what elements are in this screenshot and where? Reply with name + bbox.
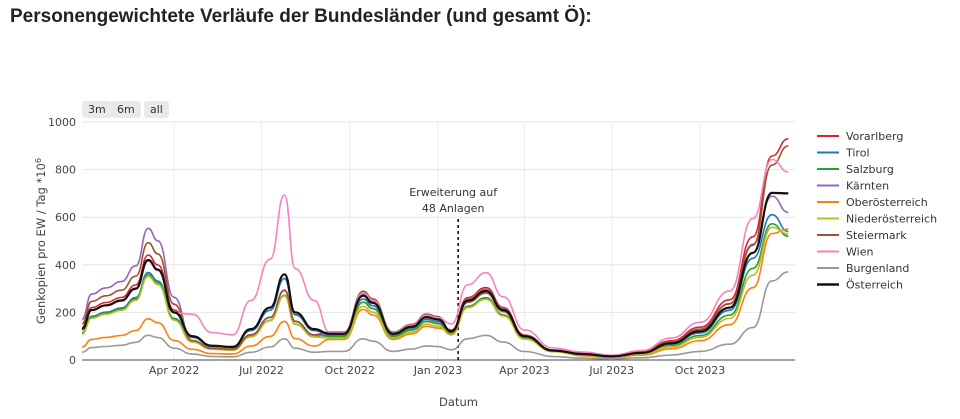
y-tick-label: 0: [69, 354, 76, 367]
legend-label: Tirol: [845, 147, 870, 160]
series-line-steiermark: [81, 145, 789, 357]
legend-label: Burgenland: [846, 262, 909, 275]
series-lines: [81, 137, 789, 360]
legend-label: Salzburg: [846, 163, 894, 176]
y-tick-label: 400: [55, 259, 76, 272]
legend-label: Steiermark: [846, 229, 907, 242]
legend-label: Wien: [846, 246, 873, 259]
y-tick-label: 1000: [48, 116, 76, 129]
y-axis-title-superscript: 6: [34, 158, 43, 163]
range-button-6m[interactable]: 6m: [111, 101, 141, 118]
x-tick-label: Jan 2023: [413, 364, 462, 377]
series-line-österreich: [81, 191, 789, 358]
legend: Vorarlberg Tirol Salzburg Kärnten Oberösterr…: [817, 130, 937, 292]
range-button-3m[interactable]: 3m: [82, 101, 112, 118]
y-axis-ticks: 0 200 400 600 800 1000: [48, 116, 76, 367]
y-tick-label: 600: [55, 211, 76, 224]
range-button-all[interactable]: all: [144, 101, 169, 118]
legend-label: Oberösterreich: [846, 196, 928, 209]
legend-label: Niederösterreich: [846, 213, 937, 226]
y-tick-label: 200: [55, 306, 76, 319]
series-line-niederösterreich: [81, 226, 789, 358]
x-tick-label: Jul 2023: [588, 364, 634, 377]
x-tick-label: Oct 2022: [324, 364, 375, 377]
x-axis-title: Datum: [439, 395, 478, 409]
x-tick-label: Apr 2023: [499, 364, 550, 377]
x-tick-label: Jul 2022: [238, 364, 284, 377]
legend-label: Österreich: [846, 279, 903, 292]
series-line-burgenland: [81, 271, 789, 360]
x-axis-ticks: Apr 2022 Jul 2022 Oct 2022 Jan 2023 Apr 2023…: [149, 364, 725, 377]
series-line-oberösterreich: [81, 228, 789, 359]
x-tick-label: Oct 2023: [675, 364, 726, 377]
page-title: Personengewichtete Verläufe der Bundeslä…: [10, 6, 592, 27]
annotation-text-line-2: 48 Anlagen: [422, 202, 485, 215]
y-axis-title: Genkopien pro EW / Tag *106: [34, 158, 49, 324]
y-axis-title-text: Genkopien pro EW / Tag *10: [34, 163, 48, 324]
y-tick-label: 800: [55, 164, 76, 177]
annotation: Erweiterung auf 48 Anlagen: [409, 186, 498, 360]
legend-label: Kärnten: [846, 180, 889, 193]
x-tick-label: Apr 2022: [149, 364, 200, 377]
legend-label: Vorarlberg: [846, 130, 903, 143]
annotation-text-line-1: Erweiterung auf: [409, 186, 498, 199]
